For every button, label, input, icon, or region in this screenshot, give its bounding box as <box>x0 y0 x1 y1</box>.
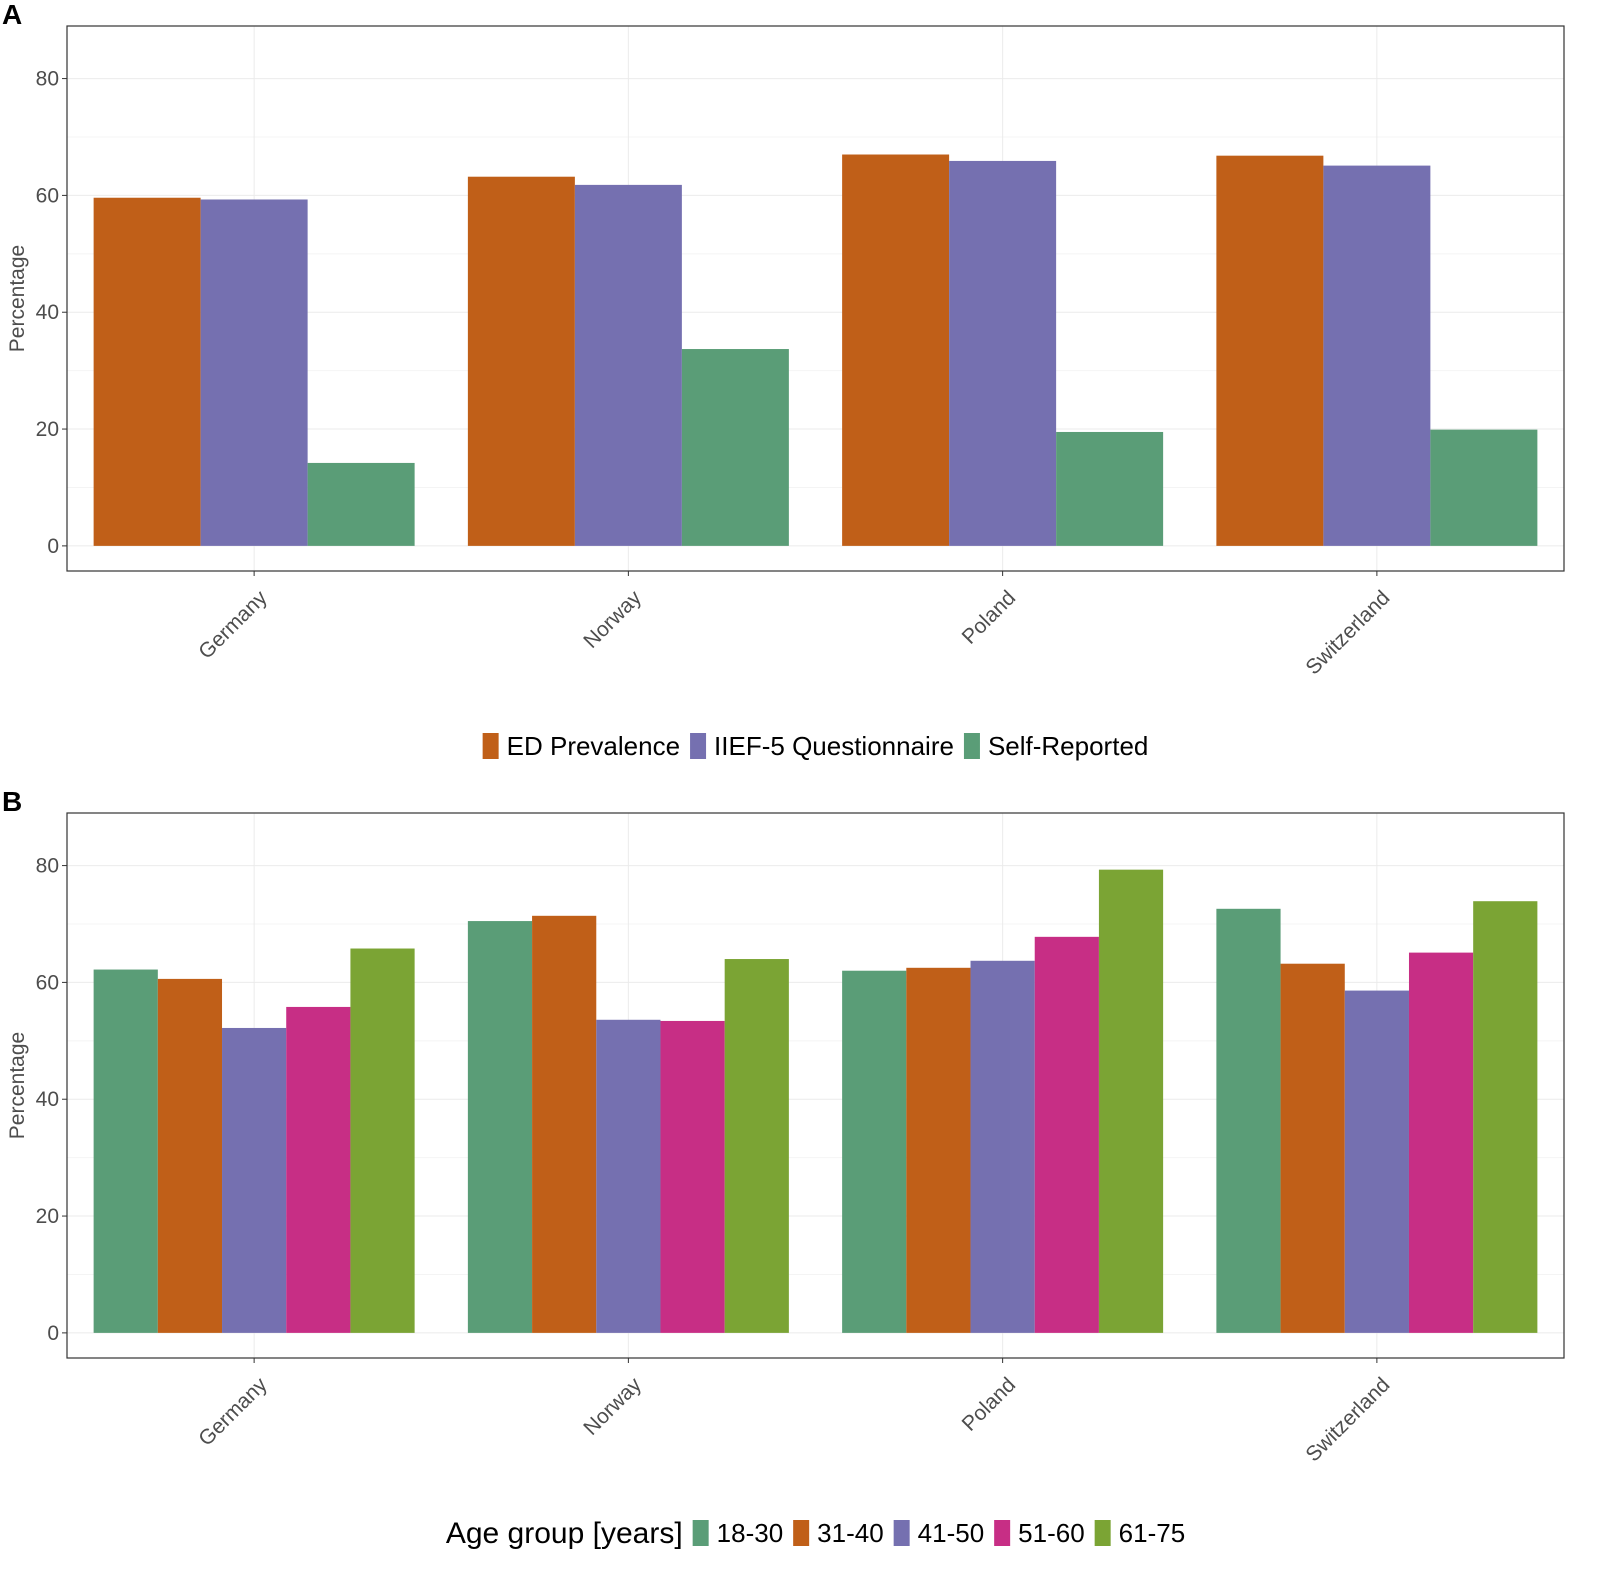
bar-ed-prevalence-norway <box>467 176 575 546</box>
legend-entry: IIEF-5 Questionnaire <box>714 731 954 761</box>
bar-31-40-switzerland <box>1280 963 1345 1333</box>
x-tick-label: Poland <box>958 1373 1021 1436</box>
plot-frame <box>66 812 1565 1359</box>
bar-ed-prevalence-poland <box>842 154 950 546</box>
legend-entry: ED Prevalence <box>507 731 680 761</box>
y-tick-label: 0 <box>47 535 59 558</box>
x-tick-label: Germany <box>194 586 272 664</box>
panel-b: B 0 20 40 60 80 Percentage Germany Norway Poland S… <box>2 786 1565 1550</box>
panel-label: B <box>2 786 22 817</box>
bar-18-30-switzerland <box>1216 908 1281 1333</box>
bar-ed-prevalence-germany <box>93 197 201 546</box>
legend-entry: 18-30 <box>717 1518 784 1548</box>
bar-self-reported-norway <box>681 349 789 546</box>
bar-iief-5-questionnaire-germany <box>200 199 308 546</box>
legend-swatch <box>482 733 499 759</box>
y-tick-label: 0 <box>47 1322 59 1345</box>
bar-31-40-norway <box>532 915 597 1333</box>
y-axis-label: Percentage <box>6 245 29 352</box>
bar-41-50-norway <box>596 1019 661 1333</box>
y-axis-label: Percentage <box>6 1032 29 1139</box>
legend-swatch <box>690 733 707 759</box>
legend-swatch <box>994 1520 1011 1546</box>
legend: ED Prevalence IIEF-5 Questionnaire Self-Re… <box>482 731 1148 761</box>
y-tick-label: 40 <box>36 301 59 324</box>
y-tick-label: 80 <box>36 68 59 91</box>
plot-frame <box>66 25 1565 572</box>
x-tick-label: Poland <box>958 586 1021 649</box>
bar-ed-prevalence-switzerland <box>1216 155 1324 546</box>
bar-18-30-poland <box>842 970 907 1333</box>
bar-51-60-poland <box>1034 936 1099 1333</box>
bar-61-75-norway <box>724 959 789 1333</box>
bar-iief-5-questionnaire-poland <box>949 160 1057 546</box>
legend-swatch <box>893 1520 910 1546</box>
bar-iief-5-questionnaire-switzerland <box>1323 165 1431 546</box>
x-tick-label: Germany <box>194 1373 272 1451</box>
bar-41-50-poland <box>970 960 1035 1333</box>
bar-61-75-switzerland <box>1473 901 1538 1333</box>
y-tick-label: 20 <box>36 1205 59 1228</box>
panel-label: A <box>2 0 22 30</box>
panel-a: A 0 20 40 60 80 Percentage Germany Norway Poland S… <box>2 0 1565 761</box>
bar-41-50-germany <box>222 1027 287 1333</box>
legend-entry: 31-40 <box>817 1518 884 1548</box>
bar-31-40-germany <box>157 978 223 1333</box>
bar-51-60-germany <box>286 1006 351 1333</box>
bar-51-60-switzerland <box>1408 952 1474 1333</box>
y-tick-label: 40 <box>36 1088 59 1111</box>
y-tick-label: 20 <box>36 418 59 441</box>
x-tick-label: Switzerland <box>1301 586 1394 679</box>
legend-title: Age group [years] <box>446 1517 683 1550</box>
bar-51-60-norway <box>660 1020 725 1333</box>
legend-entry: 41-50 <box>918 1518 985 1548</box>
legend-entry: Self-Reported <box>988 731 1148 761</box>
bar-18-30-germany <box>93 969 158 1333</box>
bar-self-reported-poland <box>1056 431 1164 546</box>
bar-61-75-germany <box>350 948 415 1333</box>
x-tick-label: Norway <box>579 1373 646 1440</box>
legend: Age group [years] 18-30 31-40 41-50 51-60 61-… <box>446 1517 1185 1550</box>
bar-self-reported-germany <box>307 462 415 546</box>
legend-swatch <box>793 1520 810 1546</box>
y-tick-label: 80 <box>36 855 59 878</box>
legend-swatch <box>1094 1520 1111 1546</box>
legend-swatch <box>963 733 980 759</box>
bar-41-50-switzerland <box>1344 990 1409 1333</box>
x-tick-label: Switzerland <box>1301 1373 1394 1466</box>
x-tick-label: Norway <box>579 586 646 653</box>
bar-31-40-poland <box>906 967 971 1333</box>
y-tick-label: 60 <box>36 184 59 207</box>
legend-swatch <box>692 1520 709 1546</box>
bar-18-30-norway <box>467 921 533 1333</box>
bar-iief-5-questionnaire-norway <box>574 184 682 546</box>
y-tick-label: 60 <box>36 971 59 994</box>
bar-61-75-poland <box>1098 869 1164 1333</box>
legend-entry: 61-75 <box>1119 1518 1186 1548</box>
bar-self-reported-switzerland <box>1430 429 1538 546</box>
legend-entry: 51-60 <box>1018 1518 1085 1548</box>
